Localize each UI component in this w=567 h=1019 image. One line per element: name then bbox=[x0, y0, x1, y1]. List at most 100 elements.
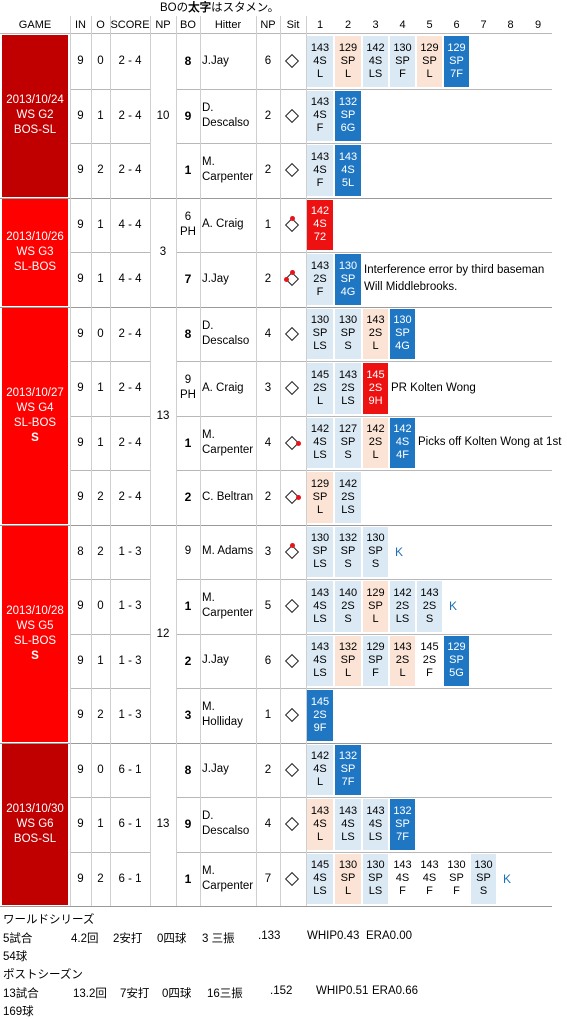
row-separator bbox=[176, 88, 552, 90]
game-label-line: SL-BOS bbox=[13, 260, 57, 273]
pitch-line: SP bbox=[340, 109, 356, 122]
pitch-cell: 142 2S LS bbox=[335, 472, 361, 523]
pitch-cell: 145 2S 9F bbox=[307, 690, 333, 741]
pitch-cell: 130 SP LS bbox=[307, 526, 333, 577]
pitch-line: L bbox=[344, 67, 352, 80]
pitch-line: 132 bbox=[338, 750, 358, 763]
pitch-line: SP bbox=[312, 490, 328, 503]
game-pitch-count: 3 bbox=[159, 246, 167, 258]
pitch-line: 4S bbox=[395, 872, 410, 885]
pitch-line: 129 bbox=[447, 41, 466, 54]
hitter-name: D. Descalso bbox=[202, 810, 250, 838]
game-label-line: WS G2 bbox=[16, 109, 54, 122]
pitch-line: 2S bbox=[422, 599, 437, 612]
pitch-line: 143 bbox=[393, 641, 412, 654]
pitch-line: 4S bbox=[313, 218, 327, 231]
batting-order-cell: 2 bbox=[184, 653, 192, 668]
score-cell: 1 - 3 bbox=[118, 709, 142, 722]
pitch-cell: 142 4S 4F bbox=[390, 417, 415, 468]
inning-cell: 9 bbox=[77, 382, 84, 395]
pitch-line: 2S bbox=[341, 490, 355, 503]
pitch-line: 9H bbox=[368, 394, 383, 407]
row-separator bbox=[176, 797, 552, 798]
pitch-cell: 129 SP L bbox=[363, 581, 388, 632]
pitch-line: 2S bbox=[422, 654, 437, 667]
pitch-line: 142 bbox=[366, 41, 385, 54]
score-cell: 2 - 4 bbox=[118, 436, 142, 449]
ws-games: 5試合 bbox=[3, 933, 33, 945]
pitch-line: LS bbox=[341, 830, 355, 843]
pitch-line: 4S bbox=[313, 872, 327, 885]
pitch-line: LS bbox=[368, 67, 383, 80]
hitter-name: D. Descalso bbox=[202, 319, 250, 347]
score-cell: 2 - 4 bbox=[118, 55, 142, 68]
ws-pitches: 54球 bbox=[3, 951, 28, 963]
pitch-line: SP bbox=[340, 272, 356, 285]
game-separator bbox=[0, 906, 552, 907]
pitch-cell: 130 SP S bbox=[335, 308, 361, 359]
pitch-line: F bbox=[316, 176, 324, 189]
pitch-line: 4S bbox=[313, 654, 327, 667]
pitch-line: L bbox=[344, 667, 352, 680]
pitch-line: SP bbox=[395, 817, 410, 830]
pitch-line: SP bbox=[395, 54, 410, 67]
pitch-line: 2S bbox=[368, 327, 383, 340]
pitch-line: 140 bbox=[338, 586, 358, 599]
score-cell: 2 - 4 bbox=[118, 109, 142, 122]
pitch-line: 4G bbox=[395, 340, 410, 353]
runner-dot-icon bbox=[284, 277, 289, 283]
game-label-line: WS G6 bbox=[16, 817, 54, 830]
pitch-line: L bbox=[316, 67, 324, 80]
base-situation-icon bbox=[284, 817, 300, 832]
column-header: 8 bbox=[507, 18, 514, 31]
pitch-cell: 142 4S LS bbox=[307, 417, 333, 468]
column-header: 2 bbox=[344, 18, 352, 31]
pitch-line: 145 bbox=[310, 859, 330, 872]
outs-cell: 0 bbox=[97, 763, 104, 776]
hitter-name: M. Carpenter bbox=[202, 156, 254, 184]
runner-dot-icon bbox=[290, 215, 295, 221]
score-cell: 6 - 1 bbox=[118, 818, 142, 831]
hitter-name: J.Jay bbox=[202, 272, 229, 285]
inning-cell: 9 bbox=[77, 273, 84, 286]
pitch-line: S bbox=[479, 885, 488, 898]
column-divider bbox=[256, 16, 257, 906]
pitch-line: 142 bbox=[310, 205, 330, 218]
pitch-cell: 129 SP L bbox=[417, 36, 442, 87]
pitch-line: 143 bbox=[310, 41, 330, 54]
pitch-cell: 143 4S F bbox=[390, 853, 415, 904]
row-separator bbox=[176, 143, 552, 144]
pitch-line: SP bbox=[476, 872, 491, 885]
score-cell: 2 - 4 bbox=[118, 382, 142, 395]
pitch-cell: 143 4S LS bbox=[363, 799, 388, 850]
pitch-line: 143 bbox=[310, 259, 330, 272]
pitch-line: 143 bbox=[338, 804, 358, 817]
batting-order-cell: 7 bbox=[184, 272, 192, 287]
pitch-line: L bbox=[426, 67, 433, 80]
pitch-cell: 130 SP S bbox=[471, 853, 496, 904]
hitter-name: J.Jay bbox=[202, 654, 229, 667]
ws-bb: 0四球 bbox=[157, 933, 187, 945]
pitch-line: SP bbox=[340, 545, 356, 558]
pitch-cell: 142 4S 72 bbox=[307, 199, 333, 250]
score-cell: 1 - 3 bbox=[118, 654, 142, 667]
outs-cell: 0 bbox=[97, 327, 104, 340]
pitch-line: LS bbox=[313, 667, 327, 680]
strikeout-mark: K bbox=[394, 544, 403, 559]
strikeout-mark: K bbox=[448, 599, 457, 614]
pitch-line: LS bbox=[368, 885, 383, 898]
pitch-line: 2S bbox=[395, 654, 410, 667]
inning-cell: 9 bbox=[77, 55, 84, 68]
pitch-cell: 143 4S 5L bbox=[335, 145, 361, 196]
inning-cell: 9 bbox=[77, 436, 84, 449]
batting-order-cell: 6 PH bbox=[180, 210, 196, 238]
pitch-line: 2S bbox=[395, 599, 410, 612]
pitch-cell: 145 2S F bbox=[417, 635, 442, 686]
pitch-line: L bbox=[316, 394, 324, 407]
pitch-line: LS bbox=[313, 558, 327, 571]
hitter-pitch-count: 4 bbox=[264, 818, 272, 831]
pitch-line: 145 bbox=[310, 368, 330, 381]
pitch-line: 4S bbox=[395, 436, 410, 449]
pitch-line: 72 bbox=[313, 231, 327, 244]
column-header: Hitter bbox=[214, 18, 242, 31]
